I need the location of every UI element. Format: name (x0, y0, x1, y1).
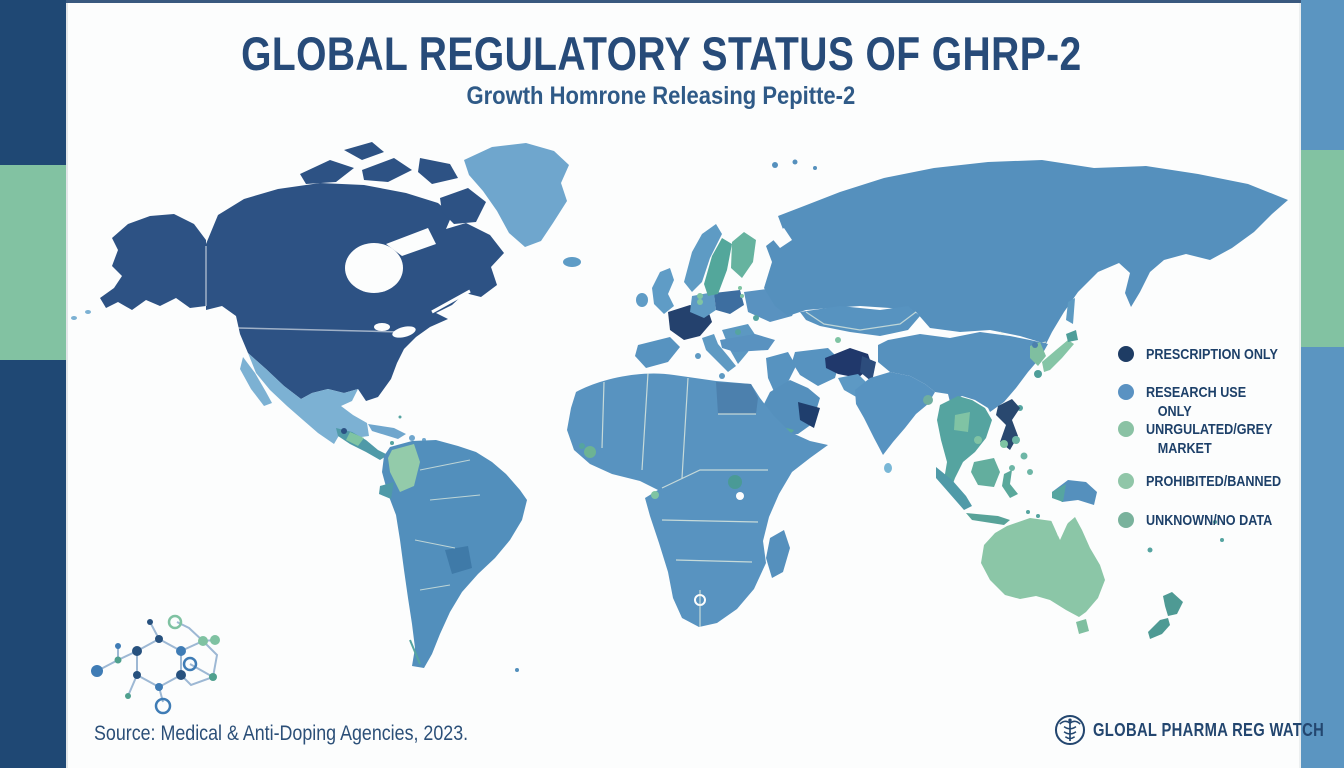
left-color-band (0, 0, 66, 768)
right-color-band (1301, 0, 1344, 768)
band-segment (1301, 0, 1344, 150)
band-segment (1301, 150, 1344, 347)
band-segment (0, 360, 66, 768)
legend-item-prescription-only: PRESCRIPTION ONLY (1118, 345, 1308, 364)
legend-dot (1118, 346, 1134, 362)
region-south-america (379, 440, 527, 672)
legend-dot (1118, 473, 1134, 489)
region-north-america (71, 142, 504, 401)
caduceus-icon (1054, 714, 1086, 746)
region-east-asia (878, 330, 1078, 412)
legend-item-unknown-no-data: UNKNOWN/NO DATA (1118, 511, 1308, 530)
legend-label: PROHIBITED/BANNED (1146, 473, 1282, 490)
band-segment (1301, 347, 1344, 768)
region-greenland (464, 143, 581, 267)
header: GLOBAL REGULATORY STATUS OF GHRP-2 (66, 26, 1256, 81)
page-subtitle: Growth Homrone Releasing Pepitte-2 (466, 82, 856, 110)
region-oceania (981, 517, 1224, 639)
brand-name: GLOBAL PHARMA REG WATCH (1093, 719, 1325, 740)
legend-item-research-use-only: RESEARCH USE ONLY (1118, 383, 1308, 421)
brand-lockup: GLOBAL PHARMA REG WATCH (1053, 713, 1344, 747)
legend-label: RESEARCH USE ONLY (1146, 384, 1247, 420)
subtitle-row: Growth Homrone Releasing Pepitte-2 (66, 82, 1256, 111)
region-mexico-central-america (240, 353, 426, 460)
card-top-rule (66, 0, 1301, 3)
region-southeast-asia (936, 396, 1097, 525)
molecule-graphic (91, 614, 220, 715)
page-title: GLOBAL REGULATORY STATUS OF GHRP-2 (240, 27, 1082, 80)
region-africa (567, 372, 828, 627)
legend-label: UNKNOWN/NO DATA (1146, 512, 1273, 529)
source-text: Source: Medical & Anti-Doping Agencies, … (94, 722, 469, 745)
region-south-asia (855, 372, 935, 473)
region-middle-east (764, 348, 876, 440)
legend-label: PRESCRIPTION ONLY (1146, 346, 1278, 363)
legend-dot (1118, 421, 1134, 437)
band-segment (0, 165, 66, 360)
legend-item-prohibited-banned: PROHIBITED/BANNED (1118, 472, 1308, 491)
legend-dot (1118, 384, 1134, 400)
legend-dot (1118, 512, 1134, 528)
source-note: Source: Medical & Anti-Doping Agencies, … (94, 722, 534, 746)
band-segment (0, 0, 66, 165)
region-russia-asia (764, 159, 1288, 354)
legend-item-unregulated-grey-market: UNRGULATED/GREY MARKET (1118, 420, 1308, 458)
legend-label: UNRGULATED/GREY MARKET (1146, 421, 1273, 457)
region-europe (635, 224, 800, 379)
